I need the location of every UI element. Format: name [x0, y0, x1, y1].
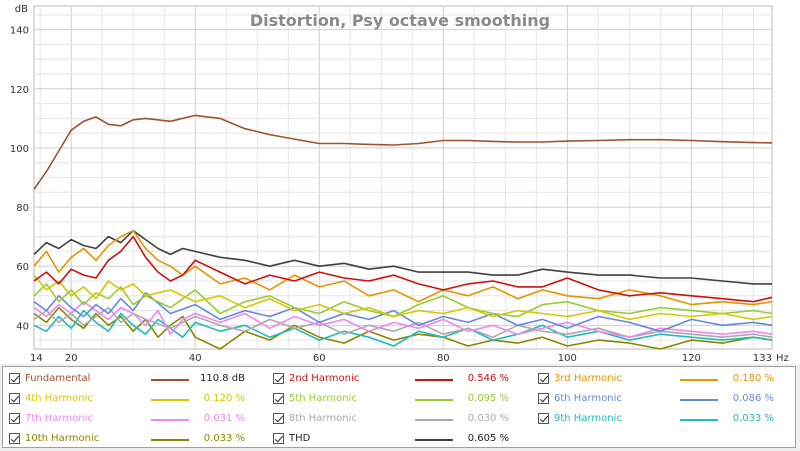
legend-value: 0.180 %	[732, 373, 774, 384]
x-tick-label: 133	[753, 353, 772, 364]
legend-swatch	[415, 439, 453, 441]
legend-checkbox[interactable]	[9, 373, 20, 384]
y-tick-label: 140	[10, 26, 29, 37]
legend-label: 2nd Harmonic	[289, 373, 360, 384]
chart-title: Distortion, Psy octave smoothing	[250, 11, 550, 30]
x-tick-label: 40	[189, 353, 202, 364]
legend-checkbox[interactable]	[9, 433, 20, 444]
legend-item-5th-harmonic: 5th Harmonic 0.095 %	[273, 390, 523, 410]
x-axis-unit: Hz	[776, 353, 789, 364]
legend-label: Fundamental	[25, 373, 91, 384]
series-line-6th-harmonic	[33, 291, 773, 333]
legend-item-7th-harmonic: 7th Harmonic 0.031 %	[9, 410, 259, 430]
legend-swatch	[680, 419, 718, 421]
legend-swatch	[151, 419, 189, 421]
legend-value: 0.095 %	[467, 393, 509, 404]
y-tick-label: 80	[16, 203, 29, 214]
legend-item-9th-harmonic: 9th Harmonic 0.033 %	[538, 410, 788, 430]
legend-value: 0.030 %	[467, 413, 509, 424]
legend-item-2nd-harmonic: 2nd Harmonic 0.546 %	[273, 370, 523, 390]
legend-value: 0.031 %	[203, 413, 245, 424]
legend-swatch	[151, 399, 189, 401]
legend-value: 0.546 %	[467, 373, 509, 384]
legend-item-thd: THD 0.605 %	[273, 430, 523, 450]
legend-item-6th-harmonic: 6th Harmonic 0.086 %	[538, 390, 788, 410]
series-line-10th-harmonic	[33, 306, 773, 350]
y-tick-label: 120	[10, 85, 29, 96]
series-line-thd	[33, 229, 772, 285]
x-tick-label: 100	[558, 353, 577, 364]
legend-label: 8th Harmonic	[289, 413, 357, 424]
x-tick-label: 60	[313, 353, 326, 364]
legend-item-4th-harmonic: 4th Harmonic 0.120 %	[9, 390, 259, 410]
distortion-chart: 40 60 80 100 120 140 dB 14 20 40 60 80 100 120 133 Hz Di…	[10, 4, 789, 364]
legend-label: 9th Harmonic	[554, 413, 622, 424]
legend-item-3rd-harmonic: 3rd Harmonic 0.180 %	[538, 370, 788, 390]
legend-checkbox[interactable]	[273, 393, 284, 404]
legend-value: 110.8 dB	[199, 373, 245, 384]
y-tick-label: 60	[16, 262, 29, 273]
legend-checkbox[interactable]	[538, 373, 549, 384]
legend-item-fundamental: Fundamental 110.8 dB	[9, 370, 259, 390]
legend-value: 0.120 %	[203, 393, 245, 404]
legend-swatch	[680, 399, 718, 401]
series-line-2nd-harmonic	[33, 235, 773, 303]
legend-label: THD	[289, 433, 311, 444]
y-axis-unit: dB	[15, 4, 28, 15]
legend-swatch	[151, 379, 189, 381]
legend-checkbox[interactable]	[538, 413, 549, 424]
legend-label: 4th Harmonic	[25, 393, 93, 404]
legend-checkbox[interactable]	[273, 413, 284, 424]
x-tick-label: 80	[437, 353, 450, 364]
legend-value: 0.605 %	[467, 433, 509, 444]
y-tick-label: 100	[10, 144, 29, 155]
x-tick-label: 14	[30, 353, 43, 364]
legend-swatch	[151, 439, 189, 441]
legend-checkbox[interactable]	[273, 433, 284, 444]
legend-swatch	[680, 379, 718, 381]
legend-item-8th-harmonic: 8th Harmonic 0.030 %	[273, 410, 523, 430]
legend-label: 6th Harmonic	[554, 393, 622, 404]
legend-checkbox[interactable]	[9, 393, 20, 404]
series-line-8th-harmonic	[33, 306, 773, 339]
legend-swatch	[415, 399, 453, 401]
legend-value: 0.033 %	[203, 433, 245, 444]
legend-label: 5th Harmonic	[289, 393, 357, 404]
series-line-fundamental	[33, 114, 773, 190]
legend-checkbox[interactable]	[538, 393, 549, 404]
legend-label: 3rd Harmonic	[554, 373, 622, 384]
series-line-3rd-harmonic	[33, 229, 773, 306]
legend-swatch	[415, 419, 453, 421]
x-tick-label: 120	[682, 353, 701, 364]
x-tick-label: 20	[65, 353, 78, 364]
y-tick-label: 40	[16, 321, 29, 332]
legend-value: 0.086 %	[732, 393, 774, 404]
legend-checkbox[interactable]	[273, 373, 284, 384]
legend-label: 7th Harmonic	[25, 413, 93, 424]
legend-checkbox[interactable]	[9, 413, 20, 424]
legend-item-10th-harmonic: 10th Harmonic 0.033 %	[9, 430, 259, 450]
legend-panel: Fundamental 110.8 dB 2nd Harmonic 0.546 % 3r…	[2, 366, 796, 448]
series-line-7th-harmonic	[33, 300, 773, 339]
series-line-5th-harmonic	[33, 283, 773, 318]
legend-label: 10th Harmonic	[25, 433, 100, 444]
chart-area: 40 60 80 100 120 140 dB 14 20 40 60 80 100 120 133 Hz Di…	[0, 0, 800, 364]
legend-swatch	[415, 379, 453, 381]
series-line-4th-harmonic	[33, 274, 773, 321]
legend-value: 0.033 %	[732, 413, 774, 424]
